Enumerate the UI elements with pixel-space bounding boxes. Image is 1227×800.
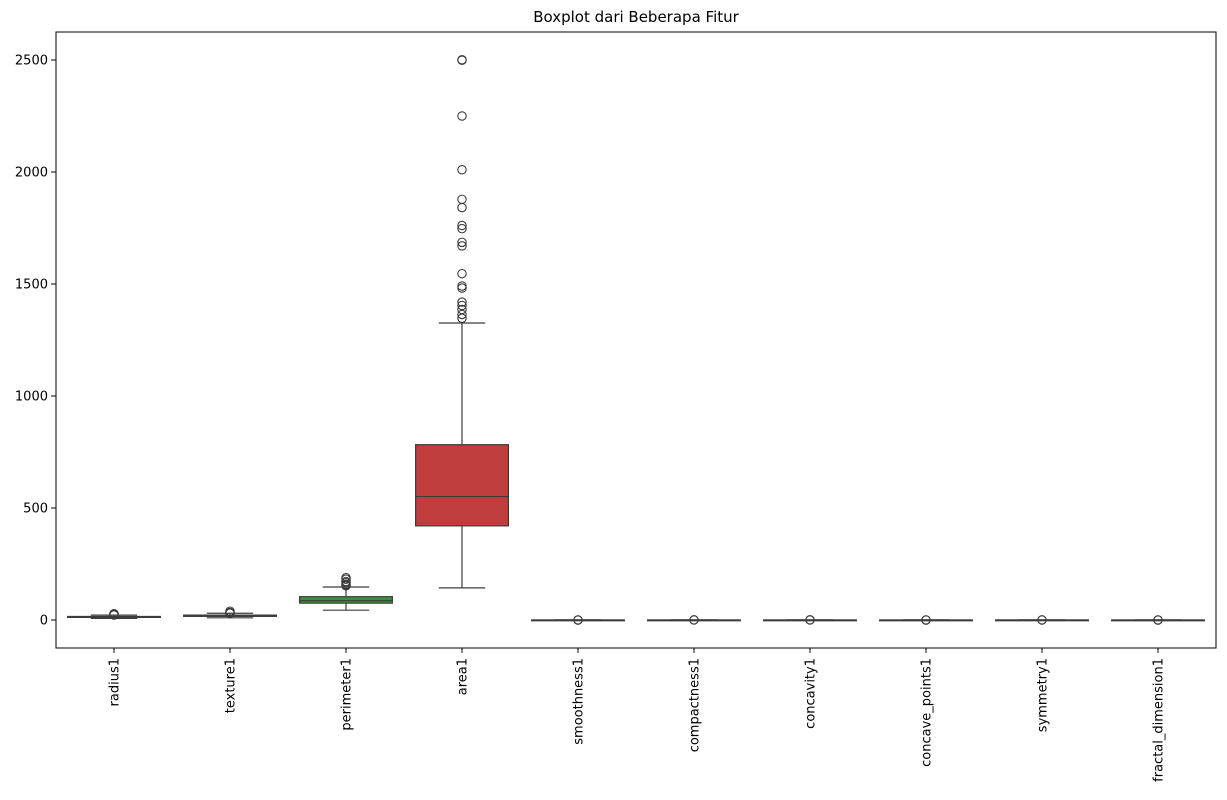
x-tick-label: texture1 — [224, 658, 239, 713]
outlier-point — [573, 615, 583, 625]
x-tick-label: symmetry1 — [1036, 658, 1051, 732]
outlier-point — [921, 615, 931, 625]
outlier-point — [457, 300, 467, 311]
box-concavity1 — [762, 615, 857, 625]
chart-title: Boxplot dari Beberapa Fitur — [533, 8, 739, 26]
x-tick-label: smoothness1 — [572, 658, 587, 745]
y-tick-label: 1500 — [15, 278, 48, 293]
outlier-point — [109, 608, 119, 619]
outlier-point — [457, 194, 467, 205]
outlier-point — [457, 281, 467, 291]
outlier-point — [457, 241, 467, 251]
plot-frame — [55, 31, 1217, 649]
box-fractal_dimension1 — [1110, 615, 1205, 625]
outlier-point — [457, 223, 467, 234]
outlier-point — [457, 237, 467, 248]
outlier-point — [457, 220, 467, 231]
outlier-point — [457, 55, 467, 65]
box-body — [415, 444, 510, 527]
outlier-point — [457, 268, 467, 279]
y-tick-label: 2500 — [15, 54, 48, 69]
outlier-point — [341, 573, 351, 583]
y-tick-label: 500 — [23, 502, 48, 517]
outlier-point — [457, 202, 467, 213]
box-body — [299, 596, 394, 604]
outlier-point — [457, 283, 467, 293]
y-axis: 0 500 1000 1500 2000 2500 — [15, 54, 56, 629]
outlier-point — [805, 615, 815, 625]
x-tick-label: fractal_dimension1 — [1152, 658, 1167, 782]
outlier-point — [689, 615, 699, 625]
box-radius1 — [66, 608, 162, 620]
box-concave_points1 — [878, 615, 973, 625]
outlier-point — [1037, 615, 1047, 625]
outlier-point — [457, 111, 467, 121]
outlier-point — [457, 297, 467, 307]
x-tick-label: perimeter1 — [340, 658, 355, 731]
outlier-point — [341, 576, 351, 587]
outlier-point — [457, 309, 467, 320]
x-tick-label: compactness1 — [688, 658, 703, 752]
box-perimeter1 — [299, 573, 394, 611]
plot-area — [66, 55, 1205, 625]
x-axis: radius1 texture1 perimeter1 area1 smoothness… — [108, 648, 1167, 782]
outlier-point — [1153, 615, 1163, 625]
outlier-point — [457, 304, 467, 315]
box-compactness1 — [646, 615, 741, 625]
box-area1 — [415, 55, 510, 589]
y-tick-label: 2000 — [15, 166, 48, 181]
box-symmetry1 — [994, 615, 1089, 625]
outlier-point — [457, 165, 467, 175]
x-tick-label: radius1 — [108, 658, 123, 706]
y-tick-label: 0 — [40, 614, 48, 629]
x-tick-label: concavity1 — [804, 658, 819, 729]
outlier-point — [225, 606, 235, 616]
y-tick-label: 1000 — [15, 390, 48, 405]
x-tick-label: concave_points1 — [920, 658, 935, 767]
box-texture1 — [183, 606, 278, 619]
box-smoothness1 — [530, 615, 625, 625]
x-tick-label: area1 — [456, 658, 471, 695]
